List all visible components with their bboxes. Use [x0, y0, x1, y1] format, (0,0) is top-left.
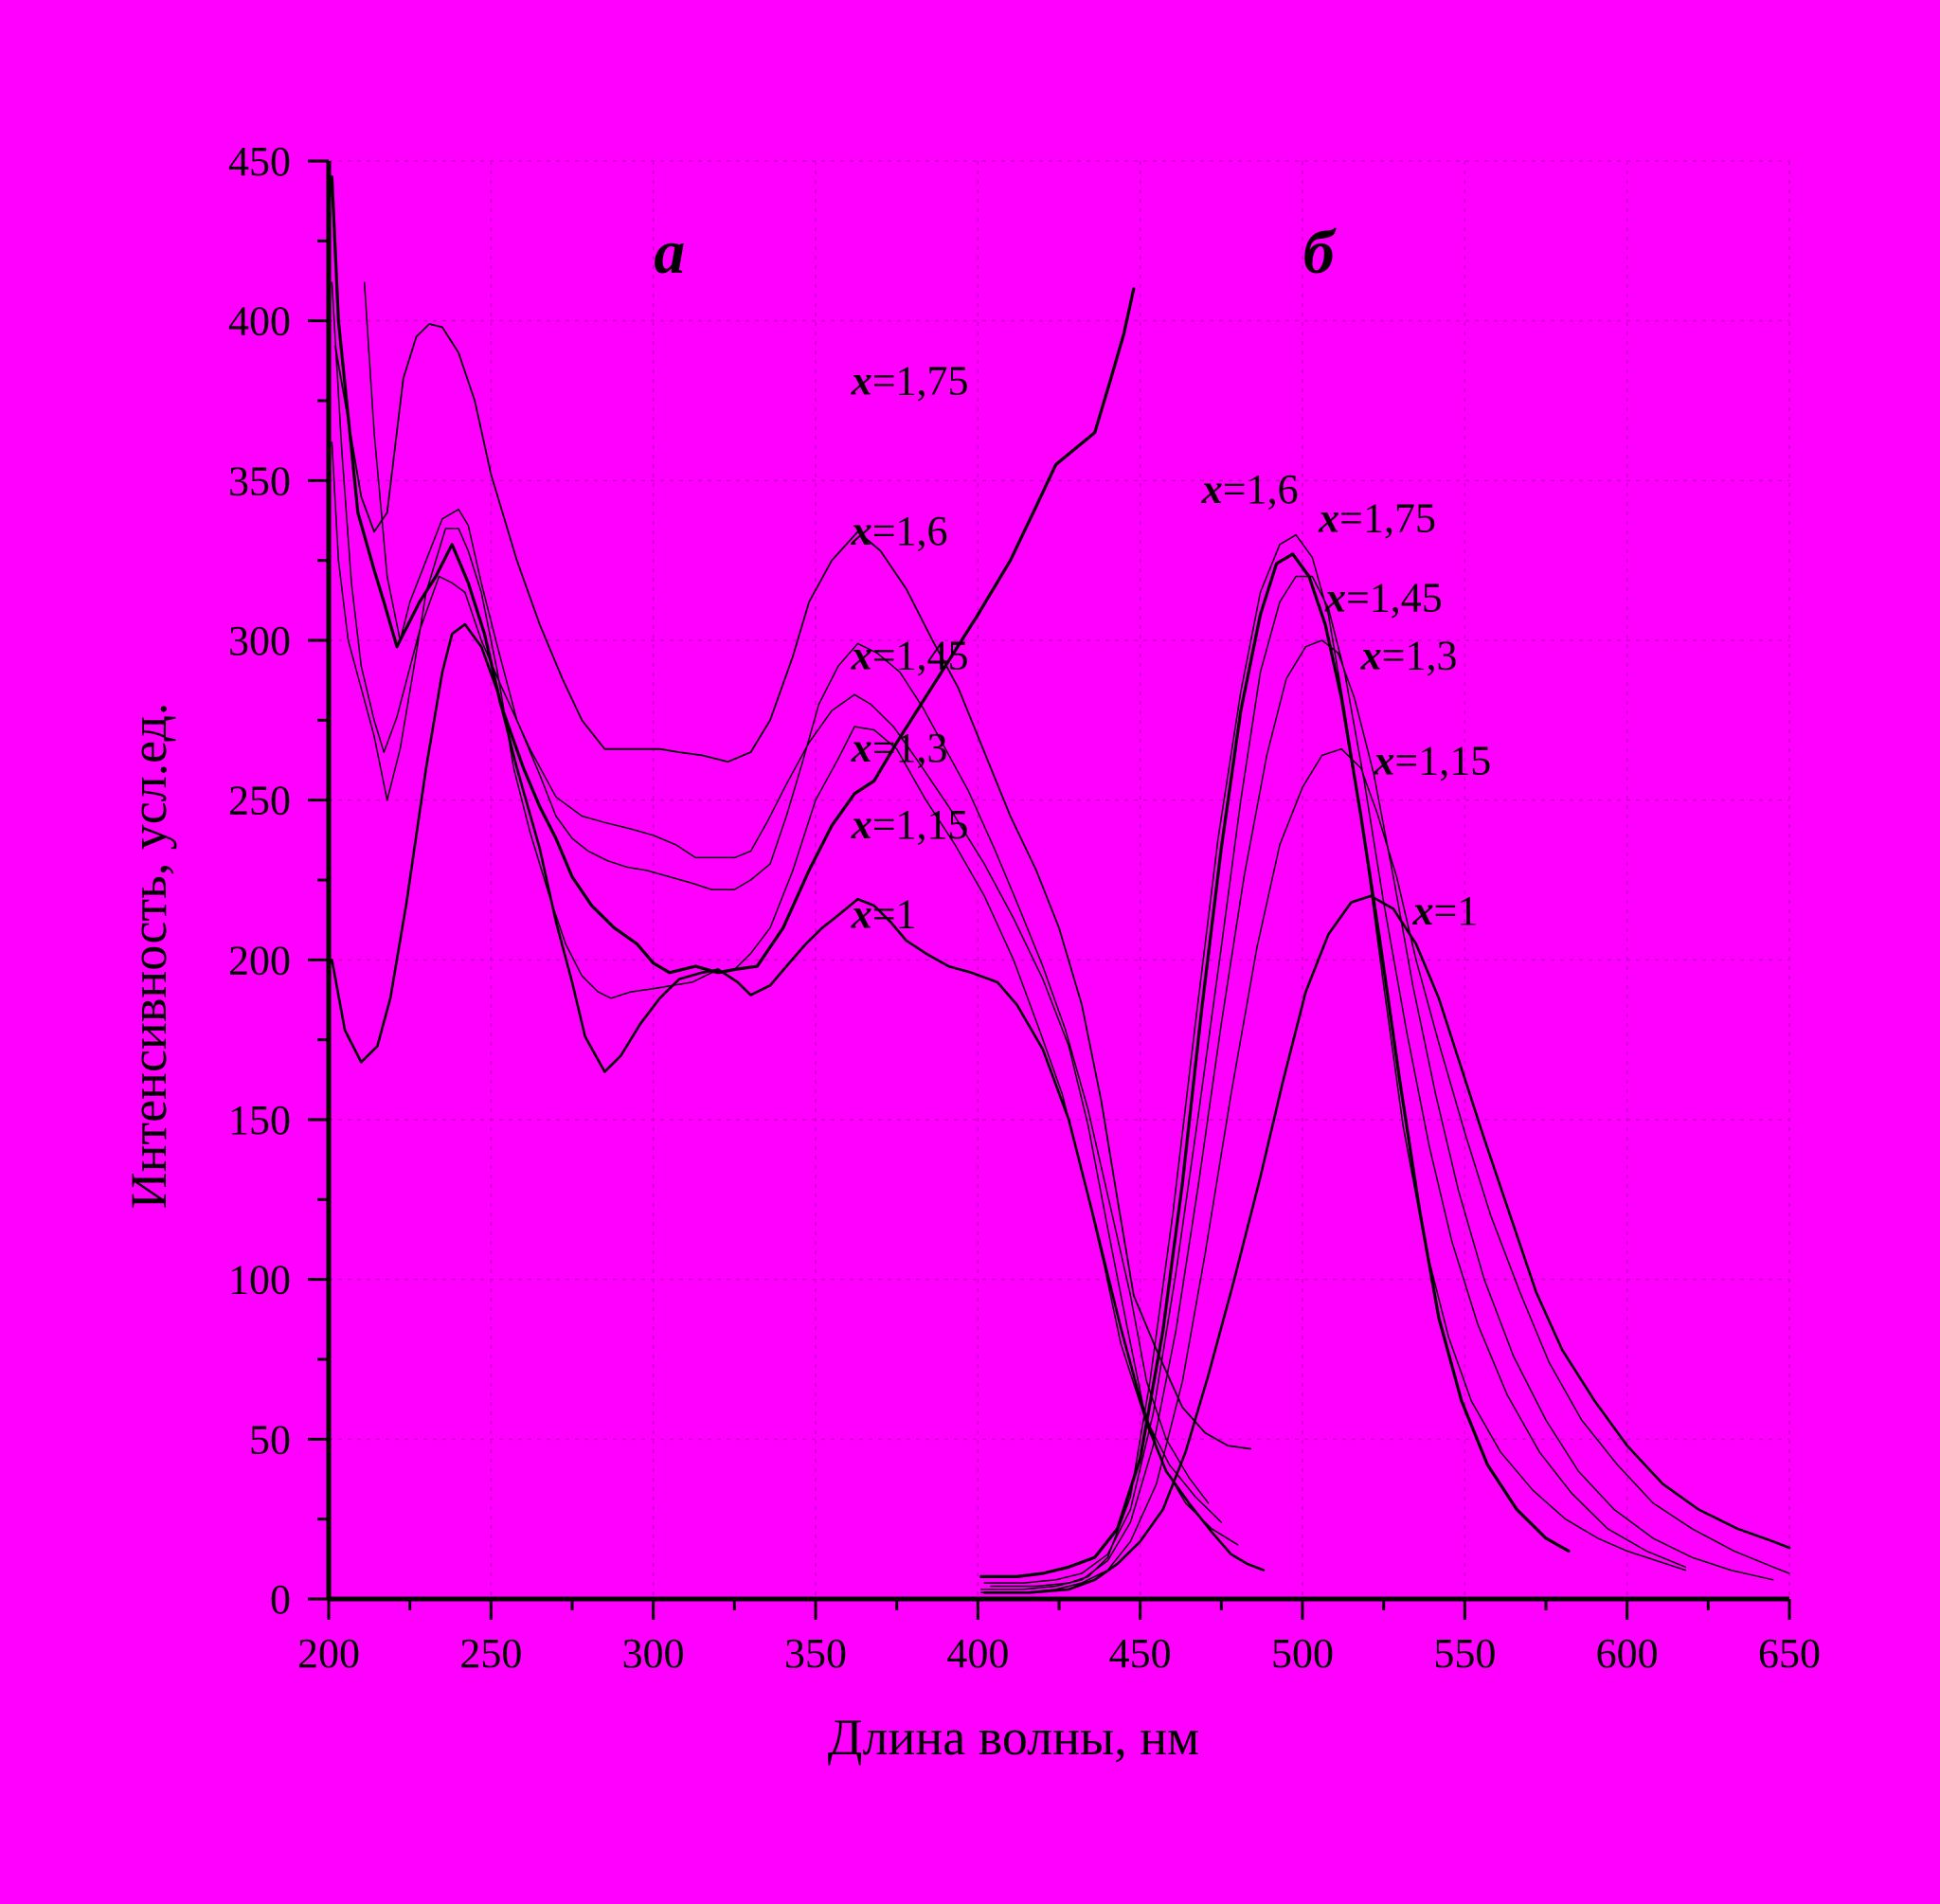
y-axis-title: Интенсивность, усл.ед. [120, 703, 177, 1210]
curve-b-10 [980, 747, 1790, 1594]
curve-b-9 [980, 639, 1774, 1590]
x-tick-label: 650 [1758, 1630, 1821, 1677]
x-tick-label: 500 [1271, 1630, 1334, 1677]
y-tick-label: 400 [228, 298, 291, 345]
y-tick-label: 50 [249, 1416, 291, 1463]
x-tick-label: 200 [297, 1630, 360, 1677]
curve-label: x=1,45 [1324, 575, 1443, 621]
curve-label: x=1,3 [1360, 632, 1458, 678]
x-tick-label: 600 [1596, 1630, 1659, 1677]
curve-label: x=1,15 [1373, 738, 1491, 784]
curve-label: x=1,75 [851, 357, 969, 404]
x-tick-label: 400 [946, 1630, 1009, 1677]
curve-labels: x=1,75 x=1,6 x=1,45 x=1,3 x=1,15 x=1 x=1,6 x=1,… [851, 357, 1492, 937]
curve-a-3 [331, 441, 1223, 1523]
data-curves [330, 175, 1791, 1594]
curve-b-7 [979, 552, 1571, 1578]
curve-a-5 [331, 622, 1266, 1572]
x-tick-label: 350 [784, 1630, 847, 1677]
curve-a-4 [331, 281, 1239, 1546]
y-tick-label: 450 [228, 138, 291, 185]
curve-b-11 [982, 894, 1791, 1594]
curve-label: x=1,45 [851, 632, 969, 678]
curve-label: x=1,15 [851, 801, 969, 848]
curve-label: x=1 [1412, 888, 1479, 934]
y-tick-label: 200 [228, 937, 291, 983]
x-axis-title: Длина волны, нм [828, 1709, 1200, 1766]
curve-label: x=1,6 [1201, 466, 1299, 512]
curve-label: x=1,6 [851, 508, 948, 554]
curve-a-1 [334, 323, 1252, 1450]
y-tick-label: 100 [228, 1257, 291, 1303]
y-tick-label: 350 [228, 458, 291, 504]
curve-label: x=1,75 [1318, 494, 1436, 541]
y-tick-label: 300 [228, 618, 291, 664]
tick-labels: 200 250 300 350 400 450 500 550 600 650 0 50 100 150 2… [228, 138, 1821, 1677]
y-tick-label: 0 [270, 1576, 291, 1623]
x-tick-label: 450 [1109, 1630, 1172, 1677]
grid [329, 160, 1790, 1599]
x-tick-label: 300 [622, 1630, 685, 1677]
curve-label: x=1,3 [851, 725, 948, 771]
y-tick-label: 150 [228, 1097, 291, 1143]
x-tick-label: 550 [1433, 1630, 1496, 1677]
curve-b-8 [983, 575, 1687, 1584]
panel-label: б [1303, 218, 1338, 287]
curve-a-0 [330, 175, 1136, 975]
y-tick-label: 250 [228, 778, 291, 824]
panel-label: а [654, 218, 685, 287]
x-tick-label: 250 [459, 1630, 522, 1677]
curve-a-2 [363, 281, 1210, 1504]
axes [308, 159, 1791, 1620]
curve-label: x=1 [851, 891, 917, 938]
curve-b-6 [990, 533, 1687, 1588]
